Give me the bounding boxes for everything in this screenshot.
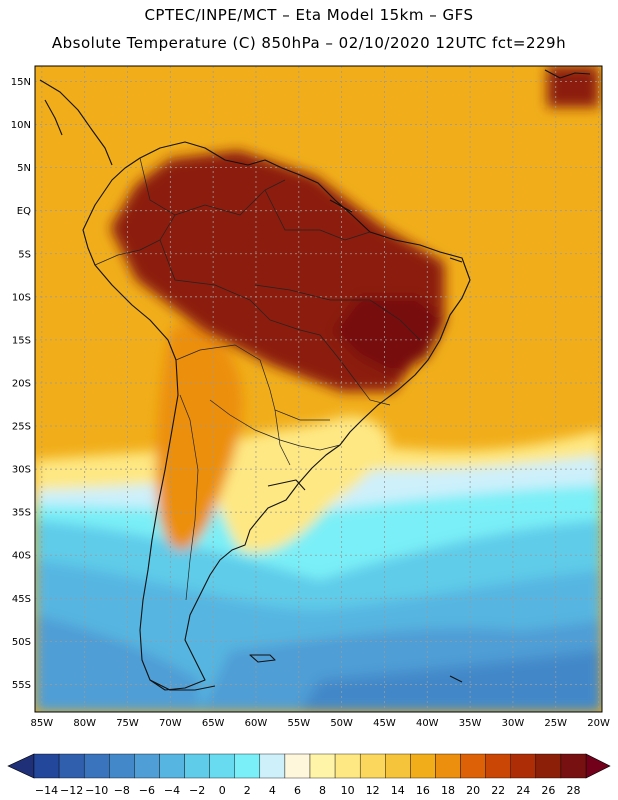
lat-tick-label: 10S <box>12 292 31 303</box>
colorbar-cell <box>435 753 461 779</box>
lat-tick-label: 10N <box>11 120 31 131</box>
colorbar-cell <box>234 753 261 779</box>
lat-tick-label: 35S <box>12 508 31 519</box>
lat-tick-label: 45S <box>12 594 31 605</box>
colorbar-label: 16 <box>416 784 430 797</box>
lat-tick-label: EQ <box>17 206 31 217</box>
colorbar-cell <box>159 753 185 779</box>
lat-tick-label: 25S <box>12 422 31 433</box>
warm-region-1 <box>333 296 445 375</box>
colorbar-label: 20 <box>466 784 480 797</box>
colorbar-label: 2 <box>244 784 251 797</box>
colorbar-label: 26 <box>541 784 555 797</box>
colorbar-cell <box>284 753 311 779</box>
lon-tick-label: 75W <box>116 718 139 729</box>
colorbar-label: −8 <box>114 784 130 797</box>
colorbar-cell <box>510 753 537 779</box>
colorbar-cell <box>109 753 135 779</box>
lon-tick-label: 20W <box>587 718 610 729</box>
colorbar-label: −10 <box>85 784 108 797</box>
colorbar-cell <box>410 753 436 779</box>
colorbar-cell <box>359 753 386 779</box>
color-scale: −14 −12 −10 −8 −6 −4 −2 0 2 4 6 8 10 12 14 16 18 20 22 24 26… <box>7 753 611 797</box>
colorbar-label: 4 <box>269 784 276 797</box>
lat-tick-label: 15S <box>12 335 31 346</box>
colorbar-label: 8 <box>319 784 326 797</box>
lat-tick-label: 40S <box>12 551 31 562</box>
lon-tick-label: 30W <box>502 718 525 729</box>
colorbar-cell <box>485 753 511 779</box>
plot-frame <box>34 65 603 713</box>
colorbar-label: 10 <box>341 784 355 797</box>
colorbar-cell <box>460 753 486 779</box>
lat-tick-label: 5N <box>17 163 31 174</box>
colorbar-label: −6 <box>139 784 155 797</box>
colorbar-label: 6 <box>294 784 301 797</box>
warm-region-2 <box>547 66 599 108</box>
lat-tick-label: 50S <box>12 637 31 648</box>
colorbar-cell <box>209 753 235 779</box>
colorbar-cell <box>134 753 160 779</box>
colorbar-label: 24 <box>516 784 530 797</box>
map-subtitle: Absolute Temperature (C) 850hPa – 02/10/… <box>51 34 567 52</box>
colorbar-cell <box>259 753 286 779</box>
lon-tick-label: 60W <box>245 718 268 729</box>
lat-tick-label: 15N <box>11 77 31 88</box>
lon-tick-label: 50W <box>330 718 353 729</box>
lat-tick-label: 30S <box>12 465 31 476</box>
colorbar-cell <box>184 753 210 779</box>
colorbar-cell <box>83 753 110 779</box>
latitude-labels: 15N 10N 5N EQ 5S 10S 15S 20S 25S 30S 35S 40S 45S 50S 5… <box>11 77 31 691</box>
temperature-field <box>35 66 602 712</box>
colorbar-cell <box>334 753 361 779</box>
coastline <box>39 69 591 691</box>
lon-tick-label: 85W <box>31 718 54 729</box>
lat-tick-label: 20S <box>12 378 31 389</box>
lon-tick-label: 45W <box>373 718 396 729</box>
lon-tick-label: 25W <box>544 718 567 729</box>
colorbar-cell <box>309 753 336 779</box>
colorbar-cell <box>560 753 587 779</box>
lon-tick-label: 70W <box>159 718 182 729</box>
lon-tick-label: 55W <box>287 718 310 729</box>
colorbar-high-end <box>585 753 611 779</box>
colorbar-cell <box>385 753 411 779</box>
country-borders <box>94 157 421 601</box>
lon-tick-label: 40W <box>416 718 439 729</box>
colorbar-label: 28 <box>567 784 581 797</box>
lon-tick-label: 35W <box>459 718 482 729</box>
colorbar-cell <box>33 753 60 779</box>
colorbar-label: −12 <box>60 784 83 797</box>
colorbar-low-end <box>7 753 35 779</box>
colorbar-label: −14 <box>35 784 58 797</box>
lon-tick-label: 80W <box>73 718 96 729</box>
colorbar-cell <box>535 753 562 779</box>
longitude-labels: 85W 80W 75W 70W 65W 60W 55W 50W 45W 40W 35W 30W 25W 2… <box>31 718 610 729</box>
colorbar-cell <box>58 753 85 779</box>
lon-tick-label: 65W <box>202 718 225 729</box>
colorbar-label: 18 <box>441 784 455 797</box>
lat-tick-label: 55S <box>12 680 31 691</box>
colorbar-label: −2 <box>189 784 205 797</box>
colorbar-label: 22 <box>491 784 505 797</box>
colorbar-label: −4 <box>164 784 180 797</box>
colorbar-label: 12 <box>366 784 380 797</box>
colorbar-label: 14 <box>391 784 405 797</box>
lat-tick-label: 5S <box>18 249 31 260</box>
map-title: CPTEC/INPE/MCT – Eta Model 15km – GFS <box>144 6 474 24</box>
colorbar-label: 0 <box>219 784 226 797</box>
